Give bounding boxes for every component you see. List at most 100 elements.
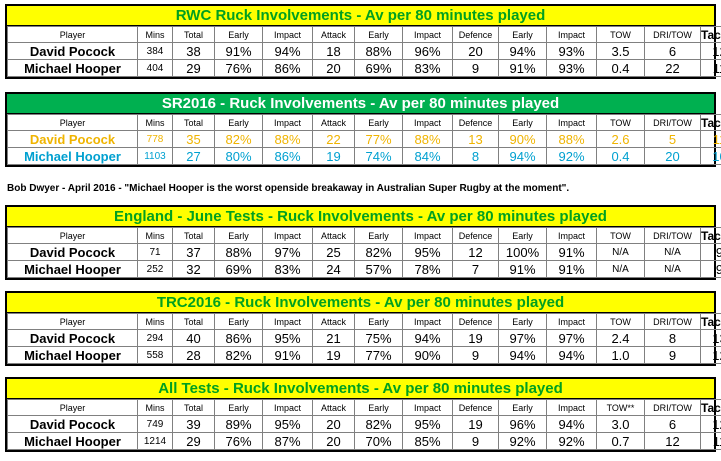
cell-dri-tow: 20 bbox=[644, 147, 701, 165]
cell-total: 29 bbox=[172, 432, 215, 450]
cell-defence-impact: 92% bbox=[546, 147, 597, 165]
col-impact: Impact bbox=[262, 26, 313, 43]
cell-mins: 404 bbox=[137, 59, 173, 77]
col-defence-early: Early bbox=[498, 399, 547, 416]
cell-defence-impact: 97% bbox=[546, 329, 597, 347]
col-player: Player bbox=[7, 227, 138, 244]
cell-attack-early: 88% bbox=[354, 42, 403, 60]
rwc-block: RWC Ruck Involvements - Av per 80 minute… bbox=[5, 4, 721, 79]
cell-tow: N/A bbox=[596, 243, 645, 261]
cell-tackles: 12 bbox=[700, 346, 721, 364]
cell-defence-early: 91% bbox=[498, 260, 547, 278]
col-total: Total bbox=[172, 227, 215, 244]
col-defence-early: Early bbox=[498, 114, 547, 131]
header-row: Player Mins Total Early Impact Attack Ea… bbox=[7, 114, 721, 131]
cell-early: 80% bbox=[214, 147, 263, 165]
player-name: David Pocock bbox=[7, 243, 138, 261]
cell-early: 91% bbox=[214, 42, 263, 60]
cell-tow: N/A bbox=[596, 260, 645, 278]
cell-mins: 1103 bbox=[137, 147, 173, 165]
cell-total: 37 bbox=[172, 243, 215, 261]
col-attack: Attack bbox=[312, 313, 355, 330]
col-impact: Impact bbox=[262, 399, 313, 416]
cell-defence: 9 bbox=[452, 59, 499, 77]
cell-mins: 1214 bbox=[137, 432, 173, 450]
col-defence: Defence bbox=[452, 399, 499, 416]
col-impact: Impact bbox=[262, 227, 313, 244]
cell-attack-impact: 83% bbox=[402, 59, 453, 77]
col-defence: Defence bbox=[452, 26, 499, 43]
cell-early: 69% bbox=[214, 260, 263, 278]
col-tackles: Tackles bbox=[700, 227, 721, 244]
header-row: Player Mins Total Early Impact Attack Ea… bbox=[7, 399, 721, 416]
cell-mins: 778 bbox=[137, 130, 173, 148]
cell-tackles: 11 bbox=[700, 432, 721, 450]
cell-attack: 19 bbox=[312, 346, 355, 364]
col-tow: TOW bbox=[596, 114, 645, 131]
cell-defence-early: 97% bbox=[498, 329, 547, 347]
cell-defence-impact: 91% bbox=[546, 243, 597, 261]
table-row: Michael Hooper 1214 29 76% 87% 20 70% 85… bbox=[7, 432, 721, 450]
col-defence-early: Early bbox=[498, 227, 547, 244]
col-impact: Impact bbox=[262, 114, 313, 131]
player-name: Michael Hooper bbox=[7, 59, 138, 77]
player-name: David Pocock bbox=[7, 130, 138, 148]
col-attack-impact: Impact bbox=[402, 114, 453, 131]
england-table: Player Mins Total Early Impact Attack Ea… bbox=[7, 227, 721, 278]
col-tow: TOW** bbox=[596, 399, 645, 416]
col-early: Early bbox=[214, 313, 263, 330]
cell-defence-early: 90% bbox=[498, 130, 547, 148]
col-attack-impact: Impact bbox=[402, 26, 453, 43]
col-defence-early: Early bbox=[498, 313, 547, 330]
table-row: Michael Hooper 252 32 69% 83% 24 57% 78%… bbox=[7, 260, 721, 278]
col-attack-early: Early bbox=[354, 399, 403, 416]
table-row: Michael Hooper 1103 27 80% 86% 19 74% 84… bbox=[7, 147, 721, 165]
cell-impact: 91% bbox=[262, 346, 313, 364]
cell-dri-tow: 5 bbox=[644, 130, 701, 148]
cell-early: 86% bbox=[214, 329, 263, 347]
col-attack-early: Early bbox=[354, 227, 403, 244]
cell-attack-early: 77% bbox=[354, 346, 403, 364]
cell-early: 76% bbox=[214, 59, 263, 77]
col-tow: TOW bbox=[596, 26, 645, 43]
col-player: Player bbox=[7, 26, 138, 43]
col-defence: Defence bbox=[452, 227, 499, 244]
table-row: David Pocock 749 39 89% 95% 20 82% 95% 1… bbox=[7, 415, 721, 433]
player-name: Michael Hooper bbox=[7, 147, 138, 165]
cell-tow: 3.0 bbox=[596, 415, 645, 433]
col-early: Early bbox=[214, 114, 263, 131]
cell-tackles: 12 bbox=[700, 42, 721, 60]
cell-attack-impact: 96% bbox=[402, 42, 453, 60]
cell-tow: 0.4 bbox=[596, 147, 645, 165]
cell-tackles: 9 bbox=[700, 260, 721, 278]
player-name: David Pocock bbox=[7, 42, 138, 60]
col-mins: Mins bbox=[137, 26, 173, 43]
cell-defence-early: 94% bbox=[498, 147, 547, 165]
cell-dri-tow: 22 bbox=[644, 59, 701, 77]
cell-attack: 22 bbox=[312, 130, 355, 148]
cell-attack-impact: 88% bbox=[402, 130, 453, 148]
col-player: Player bbox=[7, 399, 138, 416]
cell-impact: 87% bbox=[262, 432, 313, 450]
cell-defence-impact: 93% bbox=[546, 59, 597, 77]
col-dri-tow: DRI/TOW bbox=[644, 114, 701, 131]
cell-defence: 9 bbox=[452, 346, 499, 364]
col-player: Player bbox=[7, 313, 138, 330]
cell-impact: 88% bbox=[262, 130, 313, 148]
bob-dwyer-quote: Bob Dwyer - April 2016 - "Michael Hooper… bbox=[7, 183, 570, 194]
table-row: David Pocock 71 37 88% 97% 25 82% 95% 12… bbox=[7, 243, 721, 261]
col-total: Total bbox=[172, 26, 215, 43]
cell-mins: 384 bbox=[137, 42, 173, 60]
cell-attack: 25 bbox=[312, 243, 355, 261]
cell-dri-tow: 8 bbox=[644, 329, 701, 347]
cell-defence-early: 92% bbox=[498, 432, 547, 450]
table-row: David Pocock 294 40 86% 95% 21 75% 94% 1… bbox=[7, 329, 721, 347]
col-defence-impact: Impact bbox=[546, 227, 597, 244]
cell-attack-early: 57% bbox=[354, 260, 403, 278]
cell-early: 76% bbox=[214, 432, 263, 450]
col-tackles: Tackles bbox=[700, 26, 721, 43]
cell-defence: 13 bbox=[452, 130, 499, 148]
col-total: Total bbox=[172, 313, 215, 330]
cell-attack-impact: 95% bbox=[402, 243, 453, 261]
sr2016-block: SR2016 - Ruck Involvements - Av per 80 m… bbox=[5, 92, 721, 167]
